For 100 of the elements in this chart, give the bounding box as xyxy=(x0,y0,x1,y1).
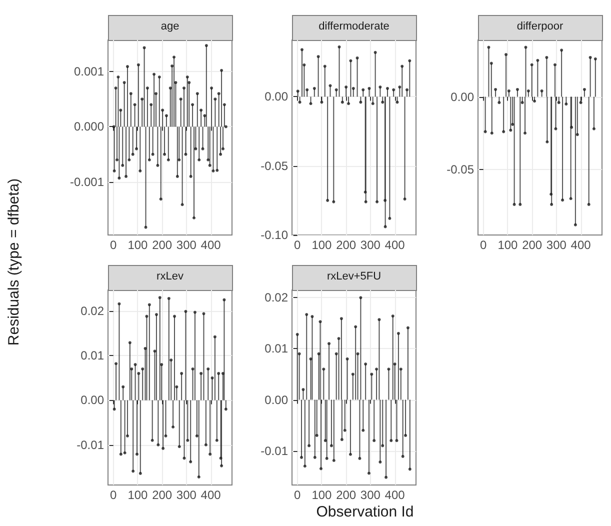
point xyxy=(296,90,300,93)
y-tick-label: 0.01 xyxy=(80,348,104,363)
point xyxy=(128,341,132,344)
y-axis-title: Residuals (type = dfbeta) xyxy=(6,178,22,346)
point xyxy=(362,428,365,432)
point xyxy=(356,56,359,60)
point xyxy=(384,225,387,228)
point xyxy=(330,444,333,448)
point xyxy=(162,446,165,450)
x-tick-label: 200 xyxy=(522,238,542,252)
point xyxy=(340,317,343,320)
point xyxy=(184,310,188,313)
point xyxy=(123,451,126,454)
point xyxy=(300,48,304,52)
point xyxy=(137,372,140,375)
y-tick-label: 0.00 xyxy=(80,393,104,408)
point xyxy=(359,296,362,300)
point xyxy=(208,452,212,456)
point xyxy=(347,102,350,106)
point xyxy=(524,46,528,49)
point xyxy=(576,133,579,136)
point xyxy=(197,475,200,478)
point xyxy=(340,438,344,442)
point xyxy=(180,372,184,375)
point xyxy=(332,200,336,204)
point xyxy=(334,88,338,92)
x-tick-label: 0 xyxy=(294,488,302,502)
point xyxy=(138,472,142,475)
point xyxy=(592,127,596,130)
point xyxy=(219,456,222,460)
point xyxy=(518,202,522,206)
point xyxy=(392,88,396,92)
point xyxy=(167,296,170,300)
point xyxy=(384,198,387,202)
point xyxy=(334,352,338,356)
point xyxy=(387,368,390,371)
point xyxy=(325,456,328,460)
point xyxy=(388,216,392,220)
point xyxy=(210,376,214,380)
point xyxy=(364,190,367,194)
point xyxy=(494,88,498,91)
point xyxy=(391,314,394,318)
y-tick-label: 0.00 xyxy=(450,90,474,104)
point xyxy=(400,64,404,68)
point xyxy=(487,46,490,49)
point xyxy=(550,202,554,206)
point xyxy=(318,320,322,324)
point xyxy=(312,86,316,90)
x-tick-label: 100 xyxy=(498,238,518,252)
x-tick-label: 400 xyxy=(384,238,406,252)
x-tick-label: 0 xyxy=(294,238,302,252)
x-tick-label: 400 xyxy=(200,488,222,502)
point xyxy=(320,100,324,104)
point xyxy=(378,460,382,464)
point xyxy=(408,468,412,471)
point xyxy=(309,102,312,106)
point xyxy=(356,352,360,356)
chart-title: rxLev+5FU xyxy=(326,270,382,282)
point xyxy=(381,100,384,104)
y-tick-label: 0.02 xyxy=(264,290,288,305)
x-tick-label: 300 xyxy=(360,488,381,502)
point xyxy=(511,122,514,126)
point xyxy=(153,350,156,353)
point xyxy=(148,303,151,306)
point xyxy=(359,100,362,104)
x-tick-label: 300 xyxy=(546,238,567,252)
point xyxy=(337,336,340,340)
point xyxy=(319,467,322,470)
point xyxy=(561,198,564,202)
point xyxy=(484,130,487,134)
point xyxy=(191,367,194,370)
point xyxy=(213,335,216,338)
x-tick-label: 400 xyxy=(570,238,592,252)
point xyxy=(204,443,208,446)
point xyxy=(498,101,501,104)
point xyxy=(594,57,597,60)
point xyxy=(164,434,168,438)
point xyxy=(404,434,408,437)
point xyxy=(372,439,376,442)
point xyxy=(112,408,116,411)
x-tick-label: 100 xyxy=(312,238,332,252)
y-tick-label: 0.01 xyxy=(264,342,288,356)
point xyxy=(126,434,129,438)
point xyxy=(326,198,330,202)
point xyxy=(516,88,519,91)
x-tick-label: 100 xyxy=(312,488,332,502)
x-tick-label: 300 xyxy=(360,238,381,252)
point xyxy=(378,318,381,322)
point xyxy=(540,89,544,92)
point xyxy=(490,132,494,135)
y-tick-label: 0.000 xyxy=(74,120,104,134)
point xyxy=(172,425,175,428)
point xyxy=(170,358,173,362)
y-tick-label: 0.00 xyxy=(264,90,288,104)
point xyxy=(300,456,303,459)
point xyxy=(328,342,331,346)
x-tick-label: 300 xyxy=(176,238,197,252)
point xyxy=(384,476,388,479)
point xyxy=(178,445,181,448)
x-tick-label: 400 xyxy=(200,238,222,252)
